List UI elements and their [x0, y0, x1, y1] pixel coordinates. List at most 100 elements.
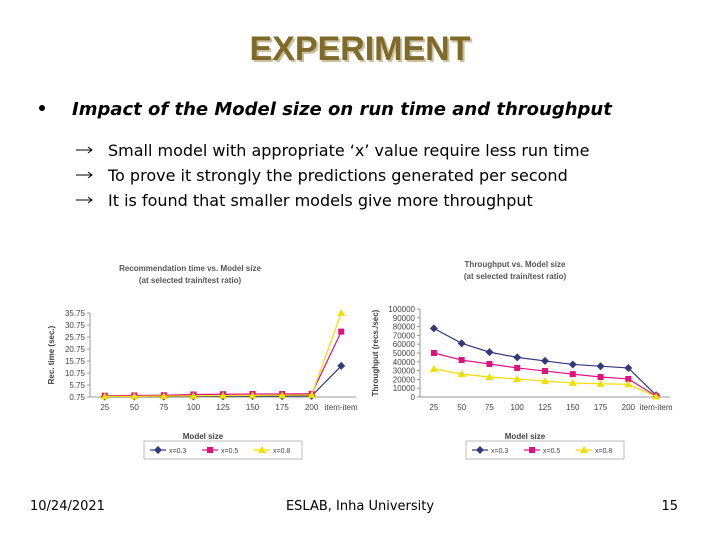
sub-bullet: It is found that smaller models give mor… — [108, 191, 533, 210]
marker — [458, 357, 465, 364]
y-tick-label: 80000 — [393, 323, 416, 332]
x-tick-label: 75 — [159, 403, 168, 412]
sub-bullet: Small model with appropriate ‘x’ value r… — [108, 141, 589, 160]
x-tick-label: 200 — [622, 403, 636, 412]
x-tick-label: 50 — [130, 403, 139, 412]
marker — [625, 375, 632, 382]
y-tick-label: 20000 — [393, 375, 416, 384]
x-tick-label: 125 — [216, 403, 230, 412]
marker — [486, 361, 493, 367]
x-tick-label: 100 — [511, 403, 525, 412]
y-tick-label: 90000 — [393, 314, 416, 323]
title-shadow: EXPERIMENT — [251, 32, 472, 70]
x-tick-label: 75 — [485, 403, 494, 412]
footer-org: ESLAB, Inha University — [286, 499, 434, 514]
y-tick-label: 60000 — [393, 340, 416, 349]
x-tick-label: 150 — [246, 403, 260, 412]
x-tick-label: 25 — [429, 403, 438, 412]
legend-label: x=0.3 — [169, 448, 186, 455]
y-tick-label: 0 — [411, 393, 416, 402]
marker — [100, 392, 109, 400]
chart: Recommendation time vs. Model size (at se… — [47, 264, 358, 460]
marker — [485, 348, 494, 357]
y-tick-label: 35.75 — [65, 309, 86, 318]
marker — [596, 379, 605, 387]
x-axis-label: Model size — [183, 432, 224, 441]
x-tick-label: 200 — [305, 403, 319, 412]
series-line — [104, 331, 342, 397]
marker — [207, 447, 213, 453]
x-axis-label: Model size — [505, 432, 546, 441]
x-tick-label: 25 — [100, 403, 109, 412]
y-tick-label: 40000 — [393, 358, 416, 367]
marker — [248, 391, 257, 399]
y-tick-label: 10.75 — [65, 369, 86, 378]
marker — [569, 371, 576, 378]
slide-title: EXPERIMENT — [249, 30, 470, 68]
arrows — [76, 146, 93, 204]
marker — [429, 364, 438, 372]
marker — [337, 361, 346, 370]
y-tick-label: 15.75 — [65, 357, 86, 366]
legend-label: x=0.5 — [221, 448, 238, 455]
marker — [485, 373, 494, 381]
marker — [457, 370, 466, 378]
y-tick-label: 20.75 — [65, 345, 86, 354]
y-tick-label: 30.75 — [65, 321, 86, 330]
marker — [568, 378, 577, 386]
marker — [429, 324, 438, 333]
y-tick-label: 30000 — [393, 367, 416, 376]
marker — [529, 447, 535, 453]
marker — [457, 339, 466, 348]
marker — [219, 391, 227, 399]
marker — [159, 392, 168, 400]
legend-label: x=0.5 — [543, 448, 560, 455]
x-tick-label: 175 — [275, 403, 289, 412]
marker — [130, 392, 139, 400]
y-tick-label: 70000 — [393, 331, 416, 340]
x-tick-label: item-item — [325, 403, 358, 412]
marker — [624, 380, 633, 388]
marker — [337, 309, 346, 316]
x-tick-label: 50 — [457, 403, 466, 412]
marker — [430, 350, 437, 356]
chart-title: Recommendation time vs. Model size — [119, 264, 261, 273]
marker — [541, 377, 549, 385]
y-tick-label: 50000 — [393, 349, 416, 358]
marker — [189, 391, 198, 399]
chart-subtitle: (at selected train/test ratio) — [139, 276, 242, 285]
x-tick-label: 100 — [187, 403, 201, 412]
marker — [513, 374, 522, 382]
chart-title: Throughput vs. Model size — [465, 260, 566, 269]
y-axis-label: Rec. time (sec.) — [47, 325, 56, 384]
footer-page: 15 — [661, 499, 678, 514]
marker — [476, 446, 484, 454]
legend-box — [465, 440, 625, 460]
y-tick-label: 10000 — [393, 384, 416, 393]
chart: Throughput vs. Model size (at selected tr… — [371, 260, 673, 460]
legend-label: x=0.8 — [595, 448, 612, 455]
y-tick-label: 100000 — [388, 305, 415, 314]
x-tick-label: 175 — [594, 403, 608, 412]
bullet: Impact of the Model size on run time and… — [72, 99, 613, 120]
footer-date: 10/24/2021 — [30, 499, 105, 514]
marker — [542, 368, 548, 375]
marker — [258, 446, 266, 453]
chart-subtitle: (at selected train/test ratio) — [464, 272, 567, 281]
marker — [652, 392, 661, 400]
bullet-dot — [39, 105, 45, 111]
marker — [338, 328, 345, 335]
x-tick-label: 150 — [566, 403, 580, 412]
marker — [624, 363, 633, 372]
marker — [541, 356, 549, 365]
sub-bullet: To prove it strongly the predictions gen… — [107, 166, 568, 185]
y-tick-label: 5.75 — [69, 381, 85, 390]
y-axis-label: Throughput (recs./sec) — [371, 309, 380, 396]
y-tick-label: 0.75 — [69, 393, 85, 402]
marker — [278, 391, 287, 399]
marker — [580, 446, 588, 453]
marker — [154, 446, 162, 454]
y-tick-label: 25.75 — [65, 333, 86, 342]
x-tick-label: item-item — [640, 403, 673, 412]
